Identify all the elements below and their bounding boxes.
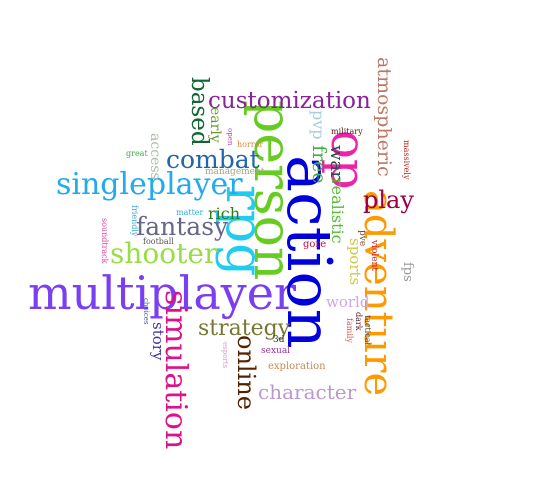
- word-sexual: sexual: [261, 346, 291, 356]
- word-management: management: [205, 167, 265, 177]
- word-exploration: exploration: [268, 361, 326, 372]
- word-pvp: pvp: [309, 110, 328, 140]
- word-customization: customization: [208, 88, 371, 114]
- word-strategy: strategy: [198, 316, 291, 341]
- word-realistic: realistic: [328, 178, 347, 244]
- word-massively: massively: [402, 140, 411, 180]
- word-choices: choices: [142, 298, 150, 325]
- word-3d: 3d: [273, 335, 285, 345]
- word-gore: gore: [303, 239, 327, 250]
- word-military: military: [331, 127, 363, 136]
- word-play: play: [363, 186, 414, 214]
- word-pve: pve: [357, 230, 367, 247]
- word-story: story: [149, 322, 167, 361]
- word-multiplayer: multiplayer: [28, 266, 296, 320]
- word-fantasy: fantasy: [136, 212, 229, 241]
- word-character: character: [258, 380, 357, 404]
- word-early: early: [207, 107, 223, 143]
- word-horror: horror: [237, 140, 264, 149]
- word-matter: matter: [176, 208, 204, 217]
- word-open: open: [226, 128, 234, 146]
- word-atmospheric: atmospheric: [373, 57, 395, 177]
- word-fps: fps: [400, 262, 415, 282]
- word-dark: dark: [354, 312, 363, 331]
- word-shooter: shooter: [110, 237, 218, 270]
- word-world: world: [326, 293, 370, 311]
- word-football: football: [143, 237, 174, 246]
- word-great: great: [126, 149, 148, 158]
- word-simulation: simulation: [158, 290, 193, 450]
- word-access: access: [147, 133, 163, 180]
- word-tactical: tactical: [363, 315, 372, 346]
- word-violent: violent: [369, 240, 379, 271]
- word-war: war: [326, 145, 347, 180]
- word-rich: rich: [208, 204, 241, 223]
- word-combat: combat: [166, 145, 260, 174]
- word-family: family: [345, 318, 354, 343]
- word-online: online: [232, 335, 260, 410]
- word-esports: esports: [221, 342, 229, 369]
- word-soundtrack: soundtrack: [100, 218, 109, 264]
- word-singleplayer: singleplayer: [56, 167, 243, 202]
- word-friendly: friendly: [130, 205, 139, 237]
